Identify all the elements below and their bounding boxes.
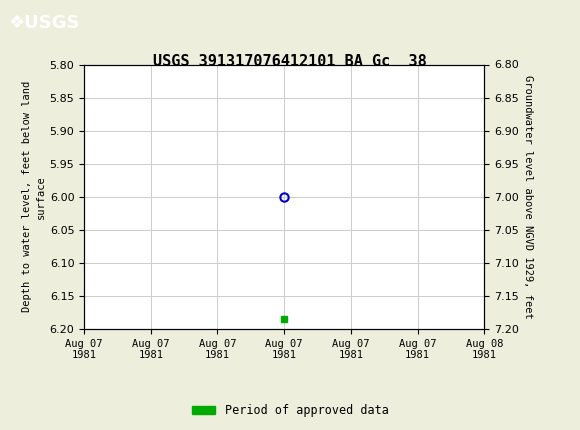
Y-axis label: Depth to water level, feet below land
surface: Depth to water level, feet below land su… <box>22 81 45 312</box>
Text: ❖USGS: ❖USGS <box>9 14 80 31</box>
Text: USGS 391317076412101 BA Gc  38: USGS 391317076412101 BA Gc 38 <box>153 54 427 69</box>
Legend: Period of approved data: Period of approved data <box>187 399 393 422</box>
Y-axis label: Groundwater level above NGVD 1929, feet: Groundwater level above NGVD 1929, feet <box>523 75 533 319</box>
